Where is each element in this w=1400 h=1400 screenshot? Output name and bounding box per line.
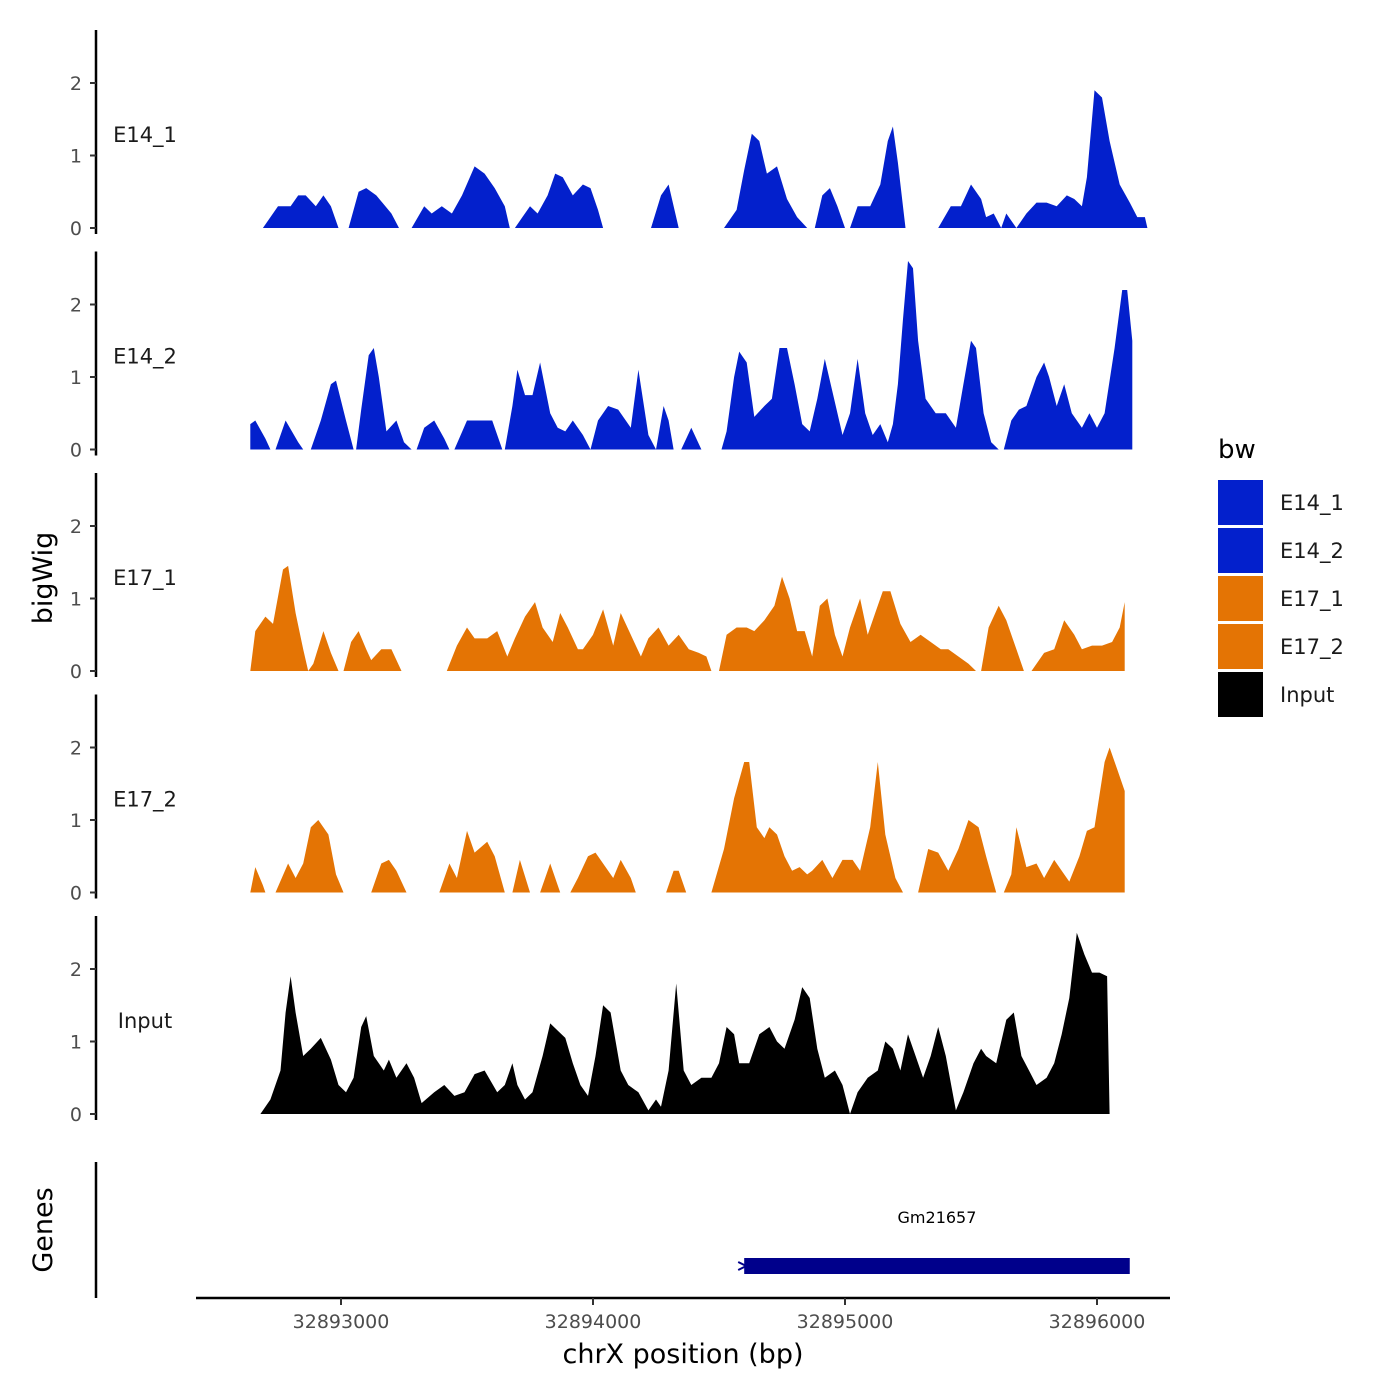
track-label: E14_2 (113, 345, 177, 370)
y-tick-label: 1 (70, 810, 82, 832)
y-tick-label: 2 (70, 959, 82, 981)
y-tick-label: 1 (70, 146, 82, 168)
track-label: Input (118, 1009, 172, 1033)
track-label: E17_1 (113, 566, 177, 591)
gene-strand-arrow (737, 1261, 749, 1271)
signal-area-Input (260, 932, 1110, 1114)
y-axis-title: bigWig (28, 532, 59, 625)
track-label: E17_2 (113, 788, 177, 813)
y-tick-label: 0 (70, 218, 82, 240)
signal-area-E14_2 (250, 261, 1133, 450)
y-tick-label: 0 (70, 440, 82, 462)
x-tick-label: 32895000 (797, 1311, 894, 1333)
track-panel-E14_1: 0 1 2 E14_1 (70, 30, 1148, 240)
y-tick-label: 2 (70, 295, 82, 317)
track-panel-E17_2: 0 1 2 E17_2 (70, 694, 1125, 905)
signal-area-E17_2 (250, 747, 1125, 893)
y-tick-label: 1 (70, 1032, 82, 1054)
legend-label: E17_1 (1280, 587, 1344, 612)
gene-label: Gm21657 (898, 1208, 977, 1227)
legend-swatch (1218, 576, 1263, 621)
x-tick-label: 32894000 (545, 1311, 642, 1333)
legend-title: bw (1218, 435, 1256, 465)
track-panel-Input: 0 1 2 Input (70, 916, 1110, 1126)
x-axis-title: chrX position (bp) (562, 1339, 803, 1370)
y-tick-label: 1 (70, 589, 82, 611)
legend: bw E14_1 E14_2 E17_1 E17_2 Input (1218, 435, 1344, 717)
y-tick-label: 2 (70, 516, 82, 538)
legend-label: E14_2 (1280, 539, 1344, 564)
y-tick-label: 1 (70, 367, 82, 389)
y-tick-label: 2 (70, 738, 82, 760)
track-panel-E17_1: 0 1 2 E17_1 (70, 473, 1125, 683)
x-axis: 32893000 32894000 32895000 32896000 (196, 1296, 1170, 1333)
legend-label: E17_2 (1280, 635, 1344, 660)
track-label: E14_1 (113, 123, 177, 148)
legend-label: Input (1280, 683, 1334, 707)
legend-swatch (1218, 624, 1263, 669)
legend-swatch (1218, 528, 1263, 573)
y-tick-label: 0 (70, 661, 82, 683)
legend-label: E14_1 (1280, 491, 1344, 516)
y-tick-label: 0 (70, 883, 82, 905)
y-tick-label: 2 (70, 73, 82, 95)
track-panel-E14_2: 0 1 2 E14_2 (70, 251, 1133, 462)
signal-area-E14_1 (262, 90, 1148, 228)
gene-track: Gm21657 (94, 1162, 1130, 1298)
genes-axis-title: Genes (28, 1187, 59, 1272)
y-tick-label: 0 (70, 1104, 82, 1126)
legend-swatch (1218, 480, 1263, 525)
gene-body (744, 1258, 1130, 1274)
legend-swatch (1218, 672, 1263, 717)
signal-area-E17_1 (250, 565, 1125, 671)
signal-tracks: 0 1 2 E14_1 0 1 2 E14_2 0 1 2 E17_1 0 1 2 E17_2 0 1 2 Input (70, 30, 1148, 1126)
x-tick-label: 32896000 (1049, 1311, 1146, 1333)
x-tick-label: 32893000 (293, 1311, 390, 1333)
